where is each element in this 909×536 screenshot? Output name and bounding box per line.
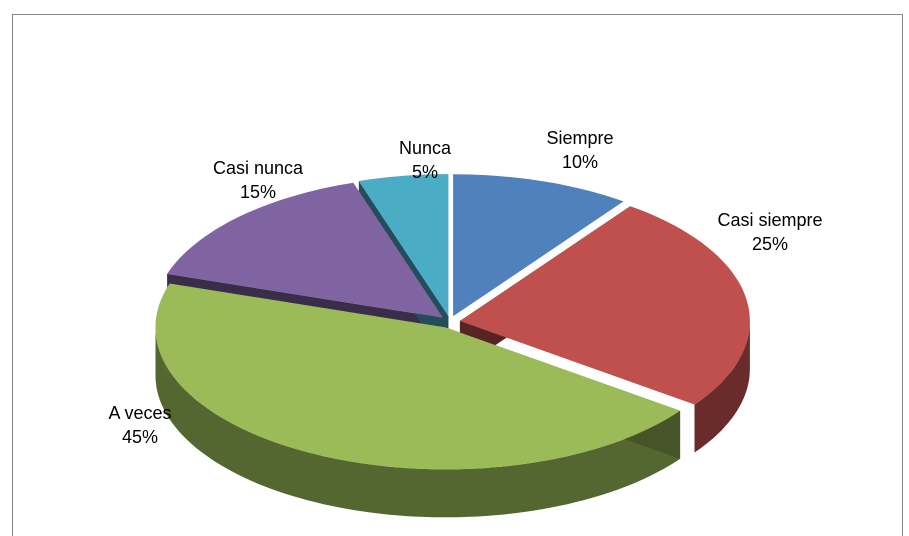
pie-slice bbox=[167, 182, 443, 318]
pie-slice-side bbox=[694, 321, 750, 453]
slice-label: Nunca bbox=[399, 138, 452, 158]
slice-label: Casi siempre bbox=[717, 210, 822, 230]
slice-value-label: 5% bbox=[412, 162, 438, 182]
pie-tops bbox=[155, 174, 750, 470]
slice-value-label: 10% bbox=[562, 152, 598, 172]
slice-label: A veces bbox=[108, 403, 171, 423]
slice-value-label: 15% bbox=[240, 182, 276, 202]
slice-label: Siempre bbox=[546, 128, 613, 148]
pie-slice bbox=[155, 283, 681, 470]
pie-slice bbox=[459, 206, 750, 405]
slice-value-label: 45% bbox=[122, 427, 158, 447]
pie-labels: Siempre 10% Casi siempre 25% A veces 45% Casi … bbox=[108, 128, 822, 447]
pie-slice bbox=[453, 174, 624, 317]
pie-slice-side bbox=[155, 327, 681, 518]
slice-value-label: 25% bbox=[752, 234, 788, 254]
slice-label: Casi nunca bbox=[213, 158, 304, 178]
pie-slice bbox=[358, 174, 449, 317]
